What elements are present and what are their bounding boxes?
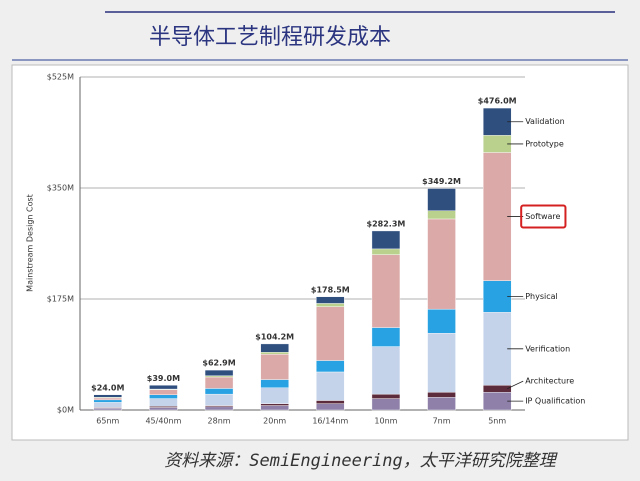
total-label: $24.0M [91,383,124,392]
bar-segment [260,405,289,411]
x-tick-label: 20nm [263,417,286,426]
bar-segment [482,385,512,393]
bar-segment [482,280,512,313]
bar-segment [427,218,456,310]
y-axis-label: Mainstream Design Cost [26,194,35,292]
total-label: $282.3M [367,219,406,228]
bar-segment [427,397,456,411]
legend-label: Validation [525,117,565,126]
bar-segment [93,407,123,411]
bar-segment [93,397,123,401]
bar-segment [427,308,456,334]
legend-label: Software [525,212,560,221]
y-tick-label: $0M [57,406,74,415]
bar-segment [260,379,289,389]
bar-segment [371,254,401,328]
bar-segment [316,296,345,304]
bar-segment [371,327,401,347]
bar-segment [316,303,345,307]
x-tick-label: 65nm [96,417,119,426]
legend-label: Architecture [525,377,574,386]
total-label: $62.9M [202,359,235,368]
legend-label: Verification [525,344,570,353]
bar-segment [204,376,234,389]
bar-segment [371,398,401,411]
bar-segment [260,403,289,406]
x-tick-label: 28nm [208,417,231,426]
bar-segment [482,152,512,281]
bar-segment [371,248,401,255]
bar-segment [204,406,234,411]
bar-segment [260,353,289,380]
bar-segment [260,343,289,353]
bar-segment [427,210,456,220]
x-tick-label: 16/14nm [312,417,348,426]
source-note: 资料来源：SemiEngineering，太平洋研究院整理 [164,451,558,471]
bar-segment [316,360,345,373]
y-tick-label: $175M [47,295,74,304]
bar-segment [371,230,401,250]
x-tick-label: 7nm [433,417,451,426]
bar-segment [260,387,289,404]
y-tick-label: $525M [47,73,74,82]
bar-segment [316,400,345,404]
bar-segment [93,399,123,403]
bar-segment [427,333,456,393]
bar-segment [316,306,345,361]
total-label: $104.2M [255,332,294,341]
bar-segment [93,394,123,398]
bar-segment [427,188,456,211]
legend-label: Physical [525,292,558,301]
chart-title: 半导体工艺制程研发成本 [149,25,391,50]
total-label: $349.2M [422,177,461,186]
bar-segment [482,312,512,386]
bar-segment [482,392,512,411]
total-label: $39.0M [147,374,180,383]
bar-segment [204,388,234,395]
bar-segment [93,402,123,408]
x-tick-label: 45/40nm [145,417,181,426]
bar-segment [149,389,178,395]
bar-segment [149,407,178,411]
total-label: $476.0M [478,97,517,106]
bar-segment [482,107,512,136]
legend-pointer [507,380,524,390]
highlight-box [520,204,567,229]
bar-segment [204,369,234,376]
bar-segment [371,346,401,395]
bar-segment [149,394,178,399]
x-tick-label: 10nm [374,417,397,426]
x-tick-label: 5nm [488,417,506,426]
bar-segment [427,392,456,398]
legend-label: IP Qualification [525,397,585,406]
bar-segment [482,135,512,153]
bar-segment [149,398,178,407]
bar-segment [204,393,234,406]
bar-segment [316,371,345,401]
bar-segment [371,393,401,399]
total-label: $178.5M [311,285,350,294]
bar-segment [149,385,178,390]
legend-label: Prototype [525,139,564,148]
bar-segment [316,403,345,411]
bar-segment [260,352,289,355]
y-tick-label: $350M [47,184,74,193]
